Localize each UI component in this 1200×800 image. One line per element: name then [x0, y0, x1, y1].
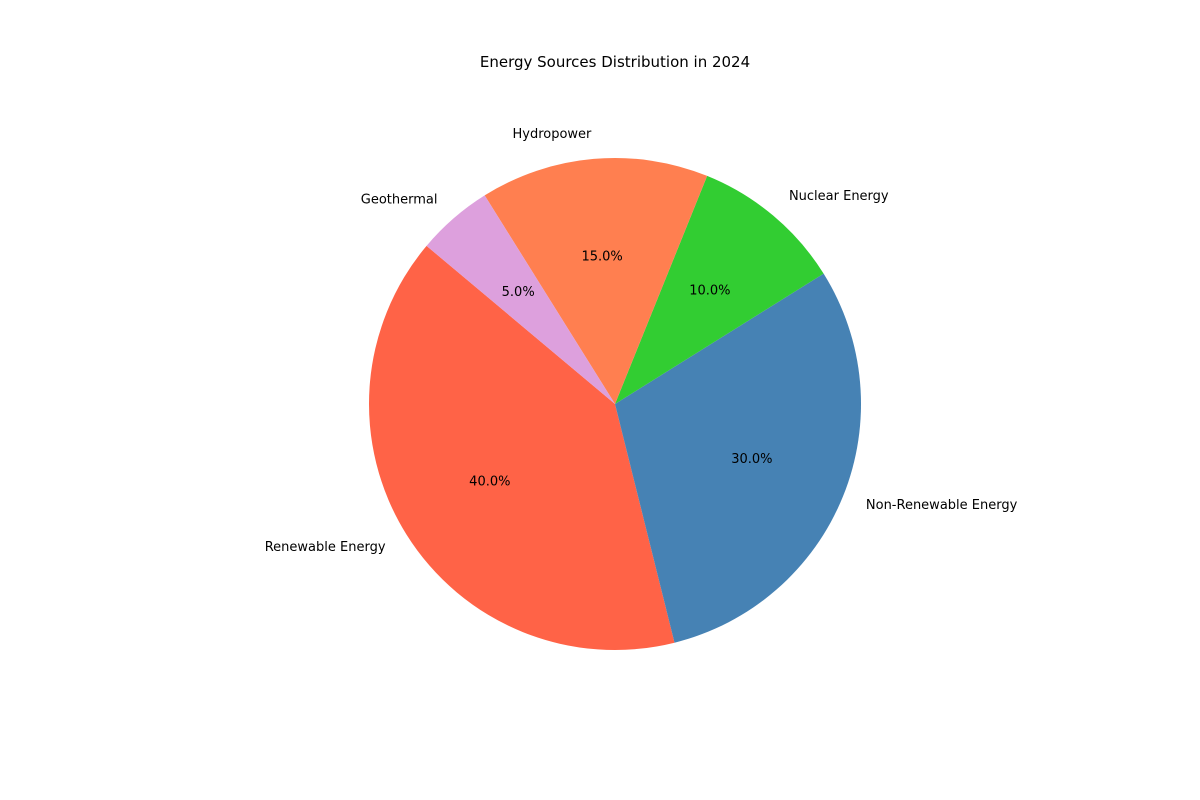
- slice-label-nuclear-energy: Nuclear Energy: [789, 189, 889, 204]
- pct-label-geothermal: 5.0%: [502, 285, 535, 300]
- slice-label-geothermal: Geothermal: [361, 192, 438, 207]
- pct-label-nuclear-energy: 10.0%: [689, 283, 730, 298]
- pct-label-non-renewable-energy: 30.0%: [731, 452, 772, 467]
- slice-non-renewable-energy: [615, 273, 861, 643]
- pct-label-hydropower: 15.0%: [581, 249, 622, 264]
- pie-slices: [368, 157, 861, 650]
- slice-label-renewable-energy: Renewable Energy: [265, 540, 386, 555]
- slice-label-non-renewable-energy: Non-Renewable Energy: [866, 498, 1018, 513]
- pie-labels: Renewable Energy 40.0% Non-Renewable Energ…: [265, 127, 1018, 555]
- slice-hydropower: [484, 157, 708, 404]
- slice-geothermal: [426, 195, 615, 404]
- slice-renewable-energy: [368, 245, 675, 650]
- slice-label-hydropower: Hydropower: [512, 127, 592, 142]
- chart-title: Energy Sources Distribution in 2024: [480, 53, 750, 71]
- slice-nuclear-energy: [615, 175, 824, 404]
- pct-label-renewable-energy: 40.0%: [469, 475, 510, 490]
